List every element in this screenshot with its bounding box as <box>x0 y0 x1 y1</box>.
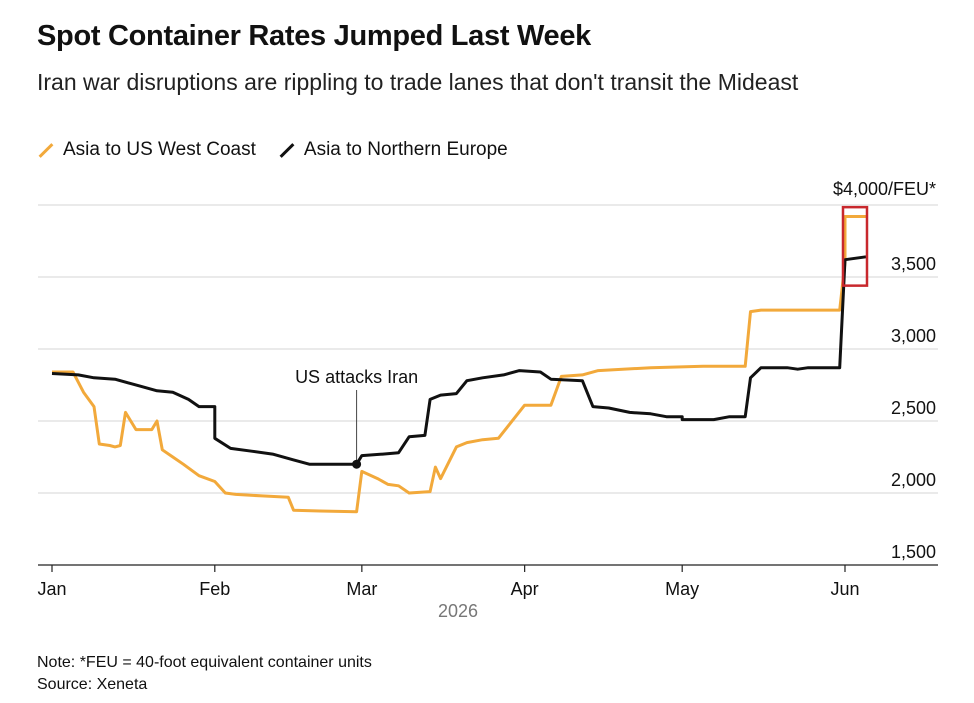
y-tick-label-2000: 2,000 <box>891 470 936 490</box>
x-tick-label-apr: Apr <box>511 579 539 599</box>
x-tick-label-may: May <box>665 579 699 599</box>
series-line-asia-us-west-coast <box>52 215 866 514</box>
series-line-asia-northern-europe <box>51 255 867 466</box>
source-text: Source: Xeneta <box>37 676 148 693</box>
annotation-label: US attacks Iran <box>295 367 418 387</box>
legend-swatch-asia-northern-europe <box>279 142 295 158</box>
chart-subtitle: Iran war disruptions are rippling to tra… <box>37 69 799 95</box>
legend-item-asia-northern-europe: Asia to Northern Europe <box>278 139 508 161</box>
y-tick-label-1500: 1,500 <box>891 542 936 562</box>
x-tick-label-feb: Feb <box>199 579 230 599</box>
legend-label-asia-northern-europe: Asia to Northern Europe <box>303 139 508 160</box>
x-axis-label: 2026 <box>438 601 478 621</box>
x-tick-label-mar: Mar <box>346 579 377 599</box>
legend-swatch-asia-us-west-coast <box>38 142 54 158</box>
footnotes: Note: *FEU = 40-foot equivalent containe… <box>37 652 372 696</box>
note-text: Note: *FEU = 40-foot equivalent containe… <box>37 654 372 671</box>
legend-label-asia-us-west-coast: Asia to US West Coast <box>63 139 256 160</box>
legend-item-asia-us-west-coast: Asia to US West Coast <box>37 139 256 161</box>
y-tick-label-3000: 3,000 <box>891 326 936 346</box>
y-tick-label-4000: $4,000/FEU* <box>833 179 936 199</box>
annotation-marker <box>352 459 362 469</box>
y-tick-label-3500: 3,500 <box>891 254 936 274</box>
y-tick-label-2500: 2,500 <box>891 398 936 418</box>
line-chart: 1,500 2,000 2,500 3,000 3,500 $4,000/FEU* Jan F… <box>37 179 938 621</box>
chart-title: Spot Container Rates Jumped Last Week <box>37 20 591 52</box>
x-tick-label-jun: Jun <box>830 579 859 599</box>
x-tick-label-jan: Jan <box>37 579 66 599</box>
highlight-box <box>841 205 869 287</box>
legend: Asia to US West Coast Asia to Northern E… <box>37 139 530 161</box>
